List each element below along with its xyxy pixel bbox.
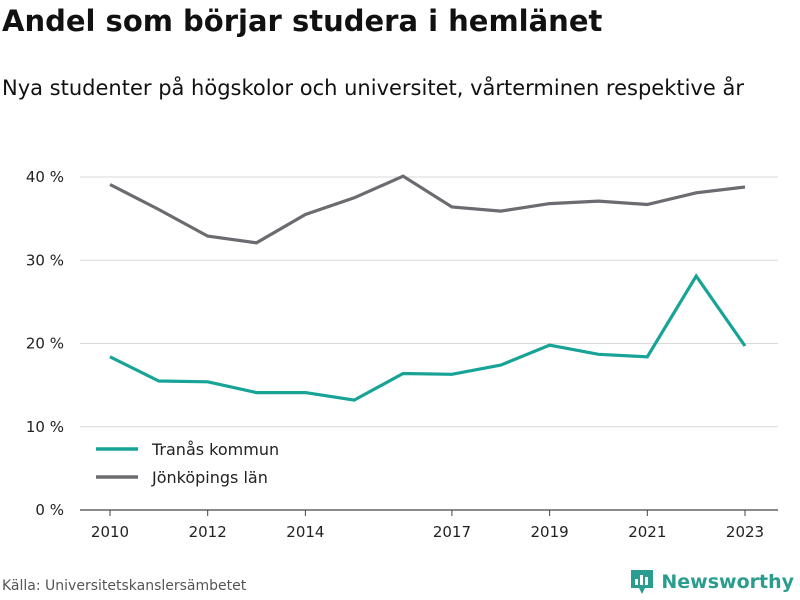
x-tick-label: 2010 xyxy=(91,523,129,541)
series-lines xyxy=(109,174,747,402)
series-line-tranås-kommun xyxy=(109,273,747,402)
x-tick-label: 2023 xyxy=(726,523,764,541)
y-tick-label: 10 % xyxy=(26,418,64,436)
chart-title: Andel som börjar studera i hemlänet xyxy=(2,4,603,38)
x-tick-label: 2017 xyxy=(433,523,471,541)
series-line-jönköpings-län xyxy=(109,174,746,245)
legend-label: Jönköpings län xyxy=(151,468,268,487)
y-tick-label: 30 % xyxy=(26,251,64,269)
y-tick-label: 40 % xyxy=(26,168,64,186)
brand-logo: Newsworthy xyxy=(629,568,794,596)
source-note: Källa: Universitetskanslersämbetet xyxy=(2,578,247,594)
x-tick-label: 2012 xyxy=(189,523,227,541)
y-axis: 0 % 10 % 20 % 30 % 40 % xyxy=(26,168,64,519)
x-tick-label: 2014 xyxy=(286,523,324,541)
brand-name: Newsworthy xyxy=(661,571,794,593)
chart-subtitle: Nya studenter på högskolor och universit… xyxy=(2,76,744,100)
x-tick-label: 2021 xyxy=(628,523,666,541)
bar-chart-icon xyxy=(631,570,654,594)
y-tick-label: 0 % xyxy=(35,501,64,519)
legend: Tranås kommun Jönköpings län xyxy=(96,440,279,487)
legend-label: Tranås kommun xyxy=(151,440,279,459)
x-tick-label: 2019 xyxy=(531,523,569,541)
x-axis: 2010 2012 2014 2017 2019 2021 2023 xyxy=(91,510,764,541)
y-tick-label: 20 % xyxy=(26,335,64,353)
grid-lines xyxy=(80,176,778,511)
